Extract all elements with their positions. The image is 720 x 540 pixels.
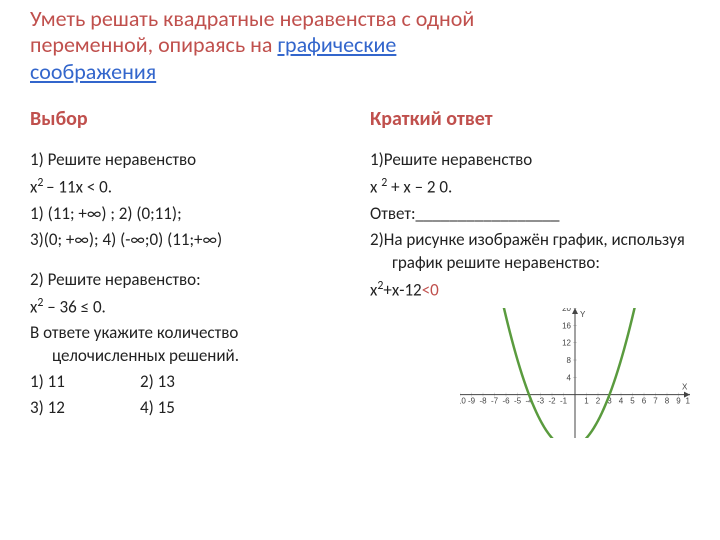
left-p3: 1) (11; +∞) ; 2) (0;11);: [30, 203, 350, 226]
left-p2-post: – 11х < 0.: [46, 177, 112, 198]
slide-title: Уметь решать квадратные неравенства с од…: [30, 6, 690, 85]
left-p6: х2 – 36 ≤ 0.: [30, 295, 350, 320]
title-line2-link[interactable]: графические: [277, 31, 396, 58]
right-p3: Ответ:_________________: [370, 203, 690, 226]
right-p2-pre: х: [370, 177, 381, 198]
svg-text:-10: -10: [460, 397, 466, 406]
svg-text:6: 6: [642, 397, 647, 406]
right-p2: х 2 + х – 2 0.: [370, 175, 690, 200]
left-p9b: 4) 15: [140, 397, 175, 418]
svg-text:12: 12: [562, 339, 571, 348]
right-body: 1)Решите неравенство х 2 + х – 2 0. Отве…: [370, 149, 690, 438]
svg-text:-5: -5: [514, 397, 522, 406]
svg-text:-7: -7: [491, 397, 499, 406]
right-heading: Краткий ответ: [370, 107, 690, 131]
svg-text:-8: -8: [479, 397, 487, 406]
svg-text:5: 5: [630, 397, 635, 406]
left-p6-post: – 36 ≤ 0.: [43, 296, 105, 317]
right-p5: х2+х-12<0: [370, 278, 690, 303]
svg-text:-2: -2: [548, 397, 556, 406]
svg-text:-3: -3: [537, 397, 545, 406]
right-p2-post: + х – 2 0.: [387, 177, 452, 198]
title-line3-link[interactable]: соображения: [30, 58, 156, 85]
left-p7: В ответе укажите количество целочисленны…: [30, 322, 350, 368]
svg-text:9: 9: [676, 397, 681, 406]
svg-text:8: 8: [665, 397, 670, 406]
svg-text:20: 20: [562, 308, 571, 313]
svg-text:-1: -1: [560, 397, 568, 406]
svg-text:16: 16: [562, 321, 571, 330]
right-p4: 2)На рисунке изображён график, используя…: [370, 229, 690, 275]
svg-text:X: X: [682, 383, 688, 392]
svg-text:4: 4: [619, 397, 624, 406]
left-p1: 1) Решите неравенство: [30, 149, 350, 172]
svg-text:8: 8: [567, 356, 572, 365]
svg-text:-6: -6: [502, 397, 510, 406]
svg-text:4: 4: [567, 373, 572, 382]
left-p9a: 3) 12: [30, 397, 140, 420]
left-p2: х2 – 11х < 0.: [30, 175, 350, 200]
left-p9: 3) 124) 15: [30, 397, 350, 420]
svg-text:10: 10: [686, 397, 690, 406]
left-p8: 1) 112) 13: [30, 371, 350, 394]
left-p5: 2) Решите неравенство:: [30, 269, 350, 292]
left-body: 1) Решите неравенство х2 – 11х < 0. 1) (…: [30, 149, 350, 420]
svg-text:Y: Y: [580, 310, 586, 319]
left-column: Выбор 1) Решите неравенство х2 – 11х < 0…: [30, 107, 350, 438]
left-p8a: 1) 11: [30, 371, 140, 394]
svg-text:-9: -9: [468, 397, 476, 406]
title-line2-red: переменной, опираясь на: [30, 31, 277, 58]
parabola-chart: XY-10-9-8-7-6-5-4-3-2-112345678910481216…: [460, 308, 690, 438]
left-p2-sup: 2: [37, 176, 46, 190]
title-line1: Уметь решать квадратные неравенства с од…: [30, 5, 474, 32]
left-p8b: 2) 13: [140, 371, 175, 392]
svg-text:1: 1: [584, 397, 589, 406]
left-p4: 3)(0; +∞); 4) (-∞;0) (11;+∞): [30, 229, 350, 252]
right-p5-red: <0: [422, 279, 439, 300]
svg-text:7: 7: [653, 397, 658, 406]
svg-text:2: 2: [596, 397, 601, 406]
right-p1: 1)Решите неравенство: [370, 149, 690, 172]
right-column: Краткий ответ 1)Решите неравенство х 2 +…: [370, 107, 690, 438]
right-p5-mid: +х-12: [383, 279, 421, 300]
left-heading: Выбор: [30, 107, 350, 131]
parabola-svg: XY-10-9-8-7-6-5-4-3-2-112345678910481216…: [460, 308, 690, 438]
